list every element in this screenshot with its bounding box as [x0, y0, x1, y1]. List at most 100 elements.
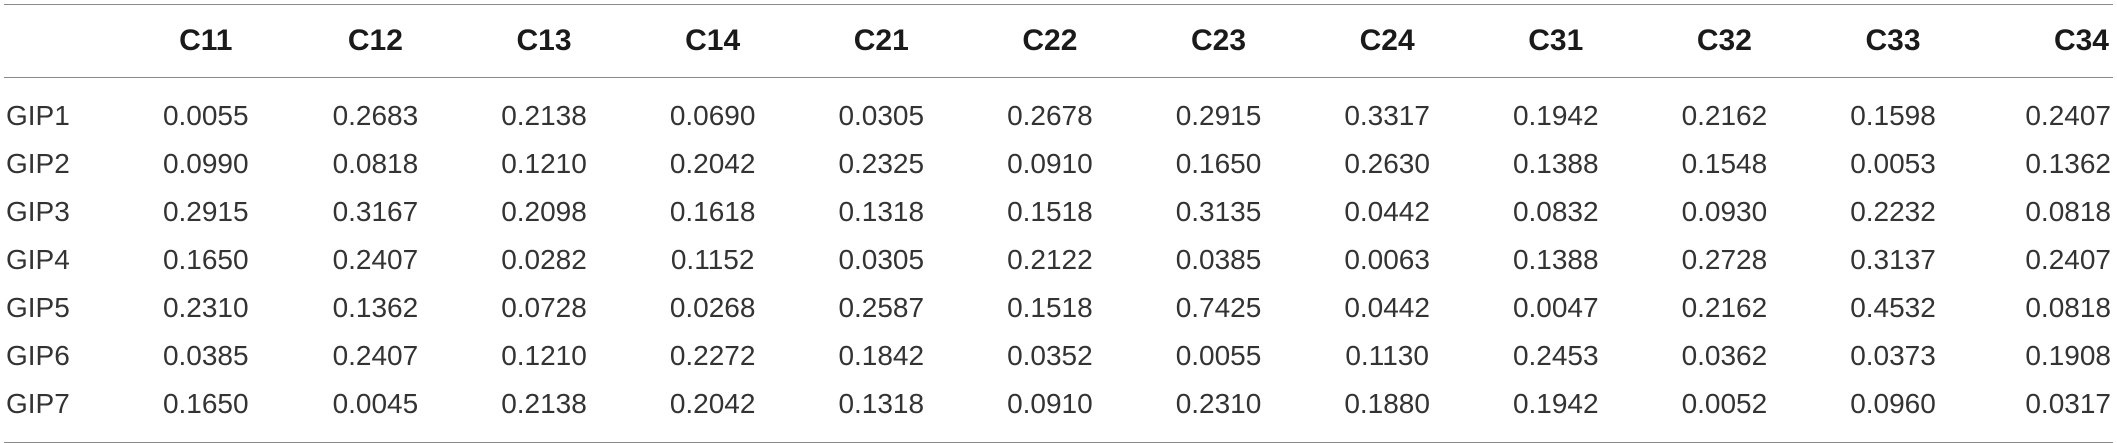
- table-cell: 0.2407: [2025, 244, 2111, 275]
- table-cell: 0.0990: [162, 148, 249, 179]
- table-row: GIP7 0.1650 0.0045 0.2138 0.2042 0.1318 0.0910…: [4, 380, 2113, 443]
- table-cell: 0.0362: [1681, 340, 1768, 371]
- column-header-c12: C12: [347, 24, 403, 57]
- table-cell: 0.3135: [1175, 196, 1262, 227]
- table-row: GIP6 0.0385 0.2407 0.1210 0.2272 0.1842 0.0352…: [4, 332, 2113, 380]
- table-row: GIP2 0.0990 0.0818 0.1210 0.2042 0.2325 0.0910…: [4, 140, 2113, 188]
- row-label: GIP4: [6, 244, 70, 275]
- column-header-c14: C14: [685, 24, 741, 57]
- table-cell: 0.0053: [1850, 148, 1936, 179]
- header-row: C11 C12 C13 C14 C21 C22 C23 C24 C31 C32 C33 C34: [4, 4, 2113, 78]
- table-cell: 0.3167: [332, 196, 419, 227]
- table-cell: 0.2915: [162, 196, 249, 227]
- table-cell: 0.0818: [332, 148, 419, 179]
- column-header-c32: C32: [1696, 24, 1752, 57]
- row-label: GIP2: [6, 148, 70, 179]
- table-cell: 0.0045: [332, 388, 419, 419]
- table-cell: 0.1942: [1512, 388, 1599, 419]
- table-cell: 0.2683: [332, 100, 419, 131]
- table-cell: 0.3317: [1344, 100, 1430, 131]
- table-cell: 0.2042: [669, 388, 756, 419]
- table-cell: 0.2407: [332, 244, 419, 275]
- column-header-c24: C24: [1359, 24, 1415, 57]
- column-header-c31: C31: [1528, 24, 1584, 57]
- corner-cell: [4, 5, 120, 78]
- table-cell: 0.2162: [1681, 292, 1768, 323]
- table-cell: 0.1548: [1681, 148, 1768, 179]
- column-header-c34: C34: [2053, 24, 2109, 57]
- table-cell: 0.1880: [1344, 388, 1430, 419]
- table-cell: 0.0055: [1175, 340, 1262, 371]
- table-cell: 0.0282: [501, 244, 587, 275]
- table-cell: 0.2042: [669, 148, 756, 179]
- table-cell: 0.2407: [2025, 100, 2111, 131]
- table-cell: 0.1210: [501, 340, 587, 371]
- column-header-c11: C11: [179, 24, 233, 57]
- table-row: GIP4 0.1650 0.2407 0.0282 0.1152 0.0305 0.2122…: [4, 236, 2113, 284]
- table-cell: 0.2122: [1007, 244, 1093, 275]
- table-cell: 0.2138: [501, 388, 587, 419]
- table-cell: 0.2325: [838, 148, 925, 179]
- table-cell: 0.0818: [2025, 196, 2111, 227]
- table-cell: 0.0385: [1175, 244, 1262, 275]
- table-body: GIP1 0.0055 0.2683 0.2138 0.0690 0.0305 0.2678…: [4, 78, 2113, 443]
- table-cell: 0.0352: [1007, 340, 1093, 371]
- table-cell: 0.0047: [1512, 292, 1599, 323]
- table-cell: 0.0305: [838, 100, 925, 131]
- table-cell: 0.0063: [1344, 244, 1430, 275]
- table-cell: 0.3137: [1850, 244, 1936, 275]
- table-cell: 0.1618: [669, 196, 756, 227]
- table-cell: 0.1650: [162, 388, 249, 419]
- table-cell: 0.2630: [1344, 148, 1430, 179]
- table-cell: 0.2310: [162, 292, 249, 323]
- table-cell: 0.2587: [838, 292, 925, 323]
- table-cell: 0.1908: [2025, 340, 2111, 371]
- table-cell: 0.1650: [162, 244, 249, 275]
- table-cell: 0.0832: [1512, 196, 1599, 227]
- row-label: GIP3: [6, 196, 70, 227]
- table-cell: 0.0305: [838, 244, 925, 275]
- table-cell: 0.1518: [1007, 292, 1093, 323]
- table-cell: 0.2678: [1007, 100, 1093, 131]
- column-header-c33: C33: [1865, 24, 1921, 57]
- table-cell: 0.1362: [2025, 148, 2111, 179]
- table-cell: 0.1842: [838, 340, 925, 371]
- table-cell: 0.0690: [669, 100, 756, 131]
- column-header-c22: C22: [1022, 24, 1078, 57]
- table-cell: 0.0373: [1850, 340, 1936, 371]
- column-header-c23: C23: [1190, 24, 1247, 57]
- table-cell: 0.1650: [1175, 148, 1262, 179]
- column-header-c13: C13: [516, 24, 572, 57]
- table-cell: 0.0268: [669, 292, 756, 323]
- table-cell: 0.1598: [1850, 100, 1936, 131]
- table-cell: 0.2162: [1681, 100, 1768, 131]
- table-cell: 0.0442: [1344, 196, 1430, 227]
- table-cell: 0.7425: [1175, 292, 1262, 323]
- table-cell: 0.0055: [162, 100, 249, 131]
- table-cell: 0.2310: [1175, 388, 1262, 419]
- table-cell: 0.2728: [1681, 244, 1768, 275]
- table-cell: 0.0910: [1007, 388, 1093, 419]
- table-cell: 0.0818: [2025, 292, 2111, 323]
- table-cell: 0.4532: [1850, 292, 1936, 323]
- table-cell: 0.1362: [332, 292, 419, 323]
- table-cell: 0.1318: [838, 196, 925, 227]
- column-header-c21: C21: [853, 24, 909, 57]
- table-cell: 0.1942: [1512, 100, 1599, 131]
- row-label: GIP5: [6, 292, 70, 323]
- row-label: GIP6: [6, 340, 70, 371]
- table-row: GIP3 0.2915 0.3167 0.2098 0.1618 0.1318 0.1518…: [4, 188, 2113, 236]
- table-cell: 0.2407: [332, 340, 419, 371]
- table-cell: 0.2453: [1512, 340, 1599, 371]
- table-cell: 0.0728: [501, 292, 587, 323]
- table-cell: 0.1318: [838, 388, 925, 419]
- table-cell: 0.0960: [1850, 388, 1936, 419]
- table-cell: 0.1130: [1345, 340, 1429, 371]
- row-label: GIP7: [6, 388, 70, 419]
- data-table: C11 C12 C13 C14 C21 C22 C23 C24 C31 C32 C33 C34 GIP…: [4, 4, 2113, 443]
- table-cell: 0.2272: [669, 340, 756, 371]
- table-cell: 0.0442: [1344, 292, 1430, 323]
- table-cell: 0.0052: [1681, 388, 1768, 419]
- table-cell: 0.0317: [2025, 388, 2111, 419]
- table-cell: 0.0910: [1007, 148, 1093, 179]
